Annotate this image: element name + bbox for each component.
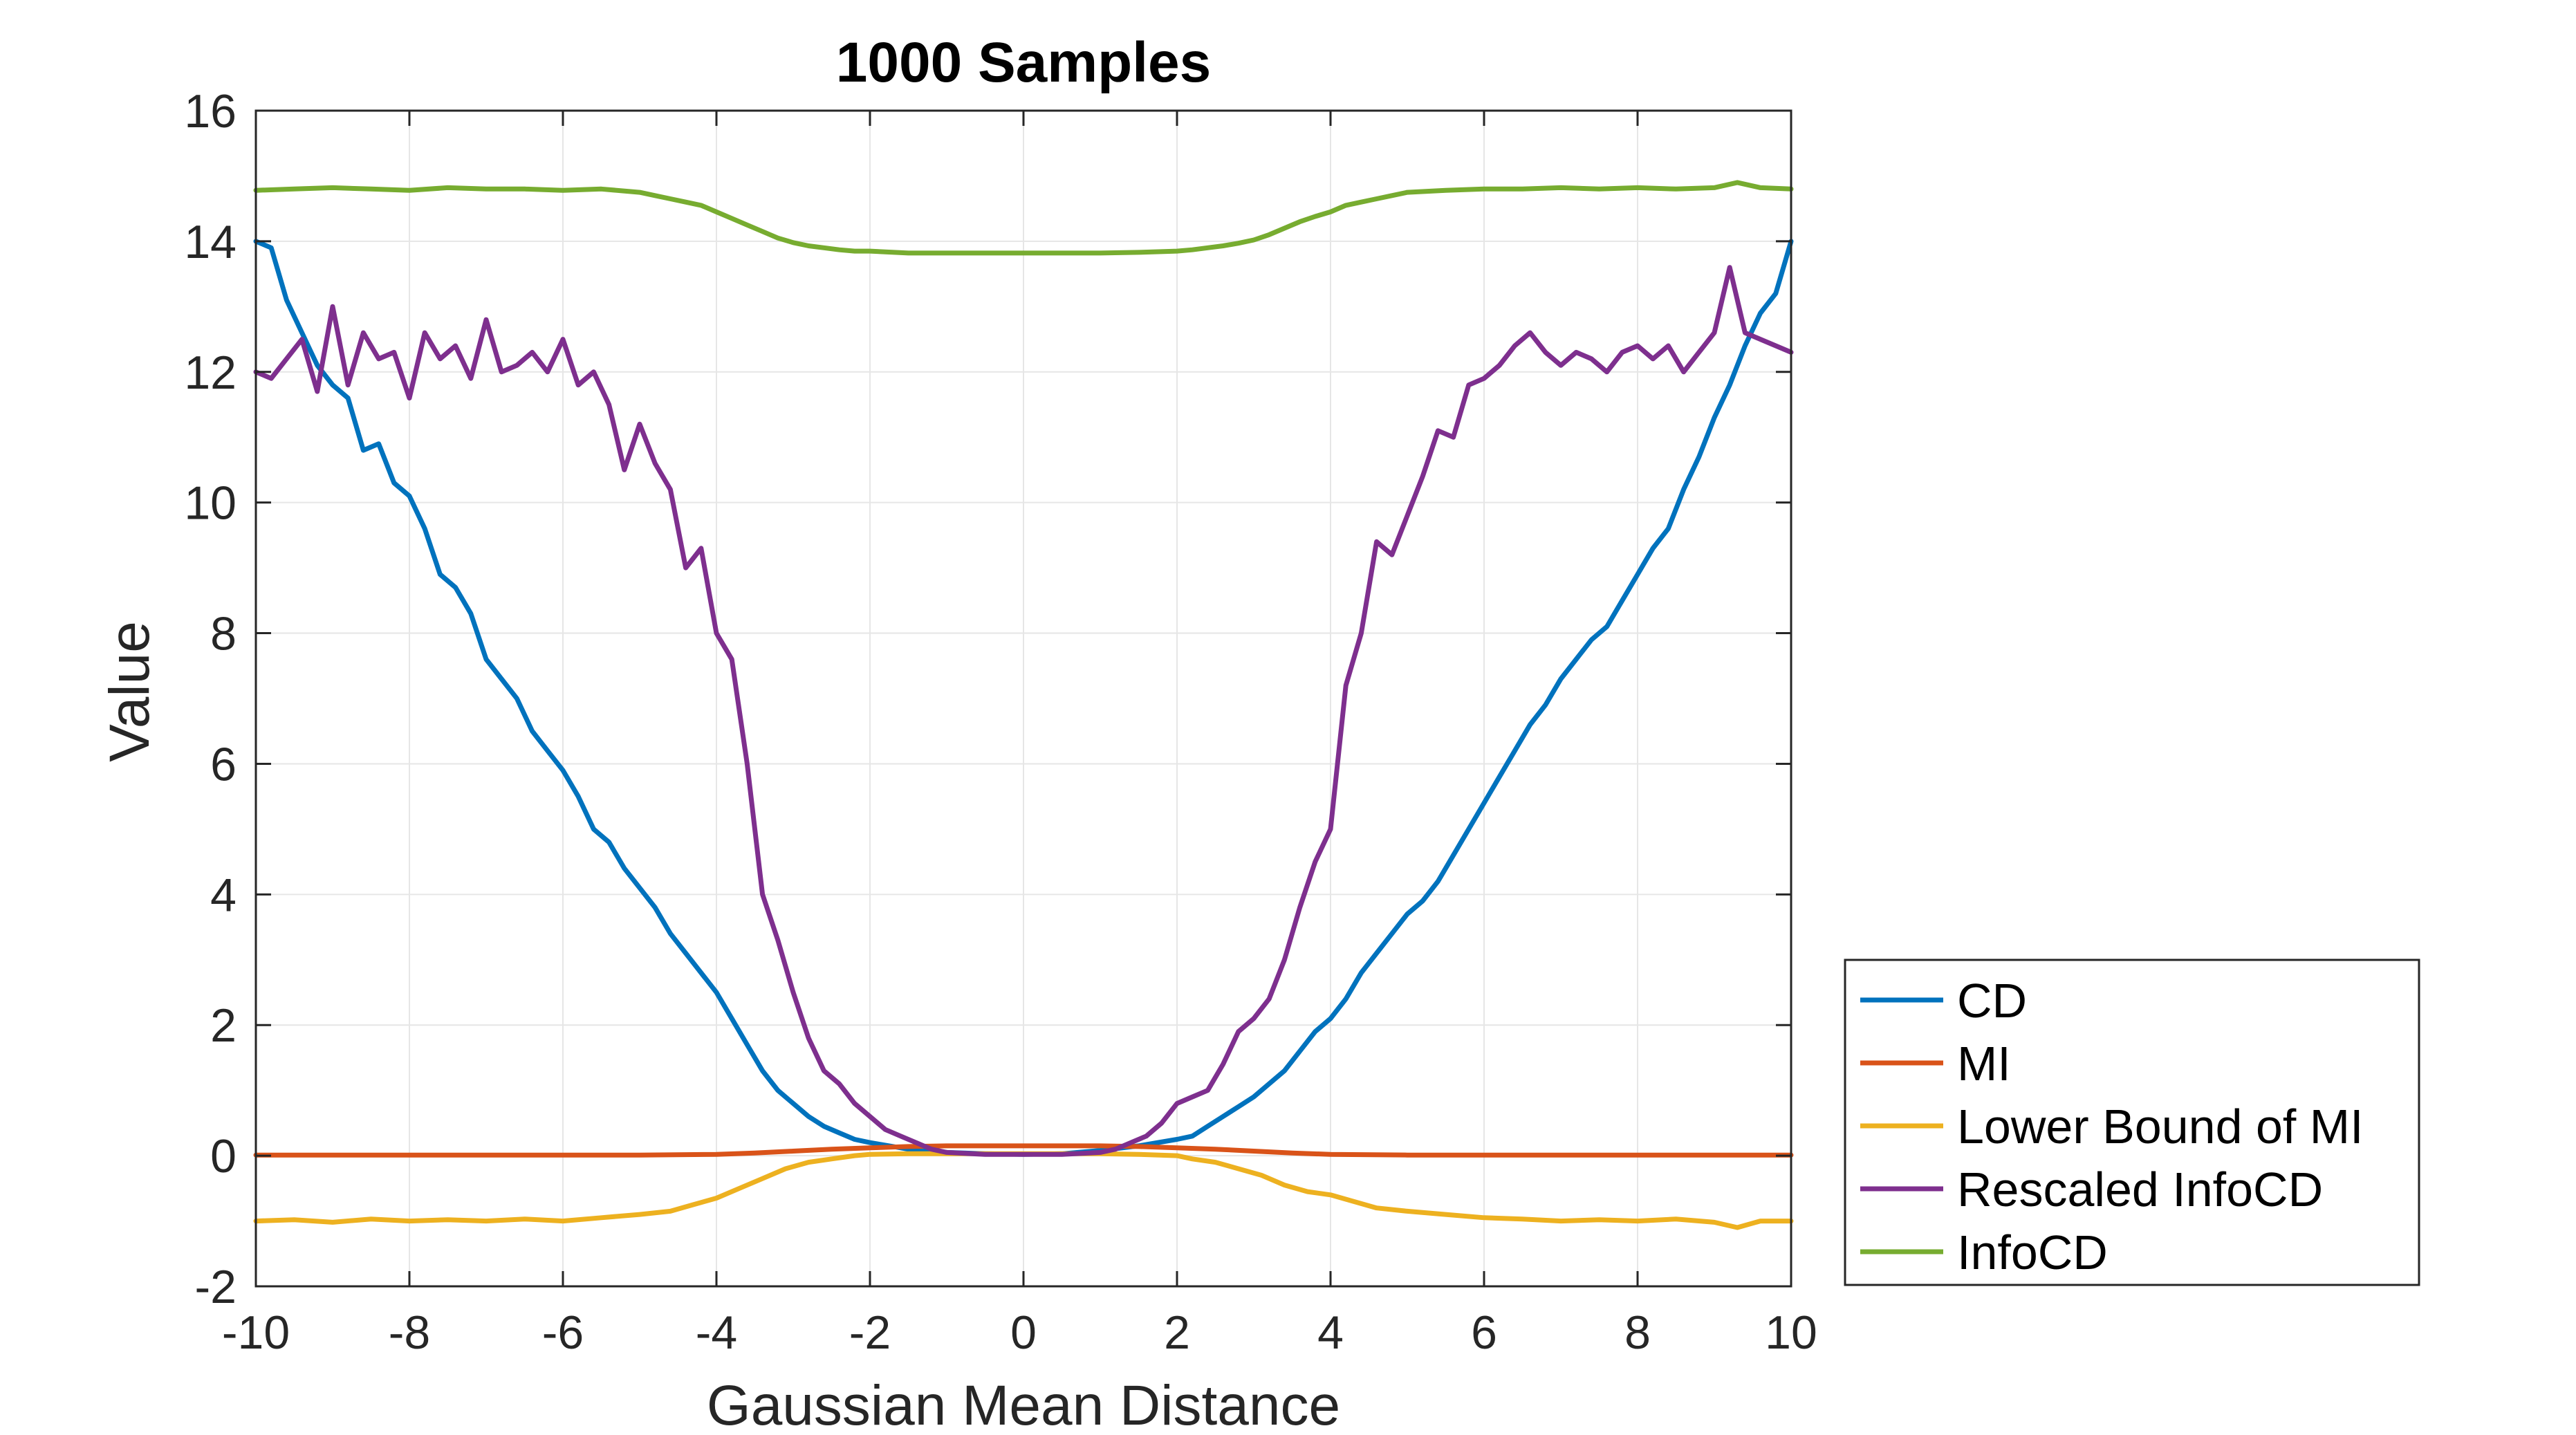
y-tick-label: 6 — [210, 738, 237, 790]
y-tick-label: 0 — [210, 1130, 237, 1183]
legend-label: InfoCD — [1957, 1225, 2108, 1279]
series-line-mi — [253, 1143, 1794, 1158]
legend-label: Rescaled InfoCD — [1957, 1163, 2323, 1216]
axes — [254, 109, 1792, 1288]
x-tick-label: -4 — [696, 1306, 737, 1359]
x-tick-label: -2 — [849, 1306, 891, 1359]
y-tick-label: 10 — [184, 477, 237, 530]
y-tick-label: 4 — [210, 869, 237, 921]
x-tick-label: -10 — [222, 1306, 290, 1359]
legend-label: Lower Bound of MI — [1957, 1100, 2364, 1154]
x-tick-label: 4 — [1317, 1306, 1344, 1359]
series-line-infocd — [253, 180, 1794, 256]
chart-title: 1000 Samples — [836, 31, 1212, 94]
x-tick-label: 0 — [1010, 1306, 1037, 1359]
y-tick-label: 8 — [210, 608, 237, 660]
y-tick-label: 2 — [210, 999, 237, 1052]
y-tick-label: 16 — [184, 85, 237, 138]
legend-label: MI — [1957, 1037, 2011, 1091]
x-axis-title: Gaussian Mean Distance — [707, 1374, 1340, 1435]
series-lines — [253, 180, 1794, 1230]
y-tick-label: 12 — [184, 346, 237, 399]
series-line-rescaled-infocd — [253, 265, 1794, 1157]
x-tick-label: 2 — [1164, 1306, 1190, 1359]
y-axis-title: Value — [98, 621, 161, 762]
y-tick-label: -2 — [195, 1261, 237, 1313]
legend: CD MI Lower Bound of MI Rescaled InfoCD Info… — [1844, 959, 2420, 1286]
x-tick-label: 8 — [1624, 1306, 1651, 1359]
tick-labels: -10 -8 -6 -4 -2 0 2 4 6 8 10 -2 0 2 4 6 8 10 12 14 16 — [184, 85, 1817, 1359]
y-tick-label: 14 — [184, 216, 237, 268]
x-tick-label: -6 — [542, 1306, 584, 1359]
x-tick-label: 6 — [1471, 1306, 1497, 1359]
legend-label: CD — [1957, 974, 2027, 1028]
x-tick-label: 10 — [1765, 1306, 1817, 1359]
legend-box — [1844, 959, 2420, 1286]
x-tick-label: -8 — [389, 1306, 430, 1359]
